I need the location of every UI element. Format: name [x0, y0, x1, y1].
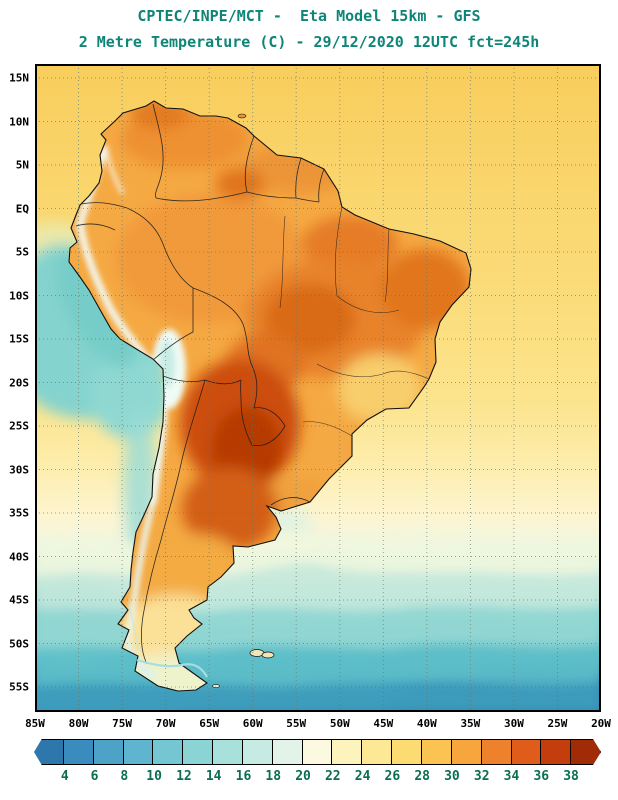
- state-borders: [279, 206, 430, 437]
- lat-tick-label: 5S: [15, 245, 29, 259]
- lon-tick-label: 80W: [68, 717, 89, 730]
- colorbar-segment: [152, 739, 184, 765]
- colorbar-segment: [480, 739, 512, 765]
- country-borders: [75, 103, 325, 665]
- lat-tick-label: 15S: [9, 332, 29, 346]
- colorbar-segment: [271, 739, 303, 765]
- colorbar-tick-label: 24: [354, 769, 371, 784]
- lon-tick-label: 60W: [242, 717, 263, 730]
- map-border: [35, 64, 601, 712]
- colorbar-segment: [510, 739, 542, 765]
- colorbar-segment: [241, 739, 273, 765]
- colorbar-tick-label: 10: [146, 769, 162, 784]
- lon-tick-label: 20W: [591, 717, 611, 730]
- colorbar-segment: [420, 739, 452, 765]
- lon-tick-label: 50W: [329, 717, 350, 730]
- colorbar-tick-label: 30: [444, 769, 460, 784]
- lat-tick-label: 30S: [9, 463, 29, 476]
- magellan-strait: [136, 658, 208, 678]
- lat-tick-label: 15N: [9, 71, 29, 85]
- lon-tick-label: 75W: [112, 717, 132, 730]
- colorbar-segment: [331, 739, 363, 765]
- lon-tick-label: 25W: [547, 717, 568, 730]
- colorbar-tick-label: 12: [176, 769, 192, 784]
- lon-tick-label: 55W: [286, 717, 307, 730]
- colorbar-tick-label: 26: [384, 769, 401, 784]
- lat-tick-label: 40S: [9, 550, 29, 563]
- colorbar-tick-label: 34: [503, 769, 520, 784]
- lat-axis: 15N 10N 5N EQ 5S 10S 15S 20S 25S 30S 35S 40S 45S 50S 5…: [0, 64, 32, 712]
- lon-tick-label: 40W: [416, 717, 437, 730]
- land-temperature-blobs: [115, 101, 470, 691]
- colorbar-segment: [182, 739, 214, 765]
- lat-tick-label: 20S: [9, 376, 29, 389]
- grid-lines: [35, 64, 601, 712]
- chile-fjords: [128, 603, 140, 651]
- lat-tick-label: 50S: [9, 637, 29, 650]
- staten-island: [212, 684, 220, 688]
- colorbar-tick-label: 6: [90, 769, 99, 784]
- lat-tick-label: EQ: [15, 202, 29, 215]
- colorbar-tick-label: 18: [265, 769, 282, 784]
- colorbar-segment: [212, 739, 243, 765]
- page-title: CPTEC/INPE/MCT - Eta Model 15km - GFS: [137, 7, 481, 25]
- lat-tick-label: 25S: [9, 419, 29, 433]
- colorbar-tick-label: 32: [473, 769, 490, 784]
- lon-axis: 85W 80W 75W 70W 65W 60W 55W 50W 45W 40W 35W 30W 25W 2…: [25, 717, 611, 733]
- colorbar-tick-label: 36: [533, 769, 550, 784]
- colorbar-segment: [361, 739, 393, 765]
- coastline: [68, 100, 472, 692]
- colorbar-segment: [391, 739, 422, 765]
- lat-tick-label: 55S: [9, 680, 29, 694]
- colorbar-tick-label: 38: [563, 769, 579, 784]
- lat-tick-label: 45S: [9, 593, 29, 607]
- colorbar-tick-label: 22: [324, 769, 341, 784]
- colorbar-segment: [450, 739, 482, 765]
- colorbar-tick-label: 14: [205, 769, 222, 784]
- lon-tick-label: 85W: [25, 717, 45, 730]
- colorbar-segment: [540, 739, 572, 765]
- lat-tick-label: 5N: [15, 158, 29, 172]
- colorbar-segment: [62, 739, 94, 765]
- colorbar: [34, 739, 602, 765]
- colorbar-tick-label: 28: [414, 769, 430, 784]
- colorbar-tick-label: 4: [60, 769, 69, 784]
- colorbar-tick-label: 16: [235, 769, 252, 784]
- colorbar-labels: 4 6 8 10 12 14 16 18 20 22 24 26 28 30 32 34 36 38: [35, 769, 601, 785]
- lat-tick-label: 10S: [9, 289, 29, 302]
- lon-tick-label: 30W: [503, 717, 524, 730]
- lon-tick-label: 65W: [199, 717, 220, 730]
- colorbar-tick-label: 8: [120, 769, 129, 784]
- colorbar-tick-label: 20: [295, 769, 311, 784]
- trinidad-island: [237, 113, 247, 119]
- colorbar-segment: [34, 739, 64, 765]
- lon-tick-label: 35W: [460, 717, 481, 730]
- colorbar-segment: [92, 739, 124, 765]
- colorbar-segment: [301, 739, 333, 765]
- map-canvas: [35, 64, 601, 712]
- lon-tick-label: 70W: [155, 717, 176, 730]
- lat-tick-label: 35S: [9, 506, 29, 520]
- falkland-islands: [249, 649, 275, 659]
- lon-tick-label: 45W: [373, 717, 394, 730]
- colorbar-segment: [122, 739, 154, 765]
- lat-tick-label: 10N: [9, 115, 29, 128]
- page-subtitle: 2 Metre Temperature (C) - 29/12/2020 12U…: [78, 33, 540, 51]
- colorbar-segment: [570, 739, 602, 765]
